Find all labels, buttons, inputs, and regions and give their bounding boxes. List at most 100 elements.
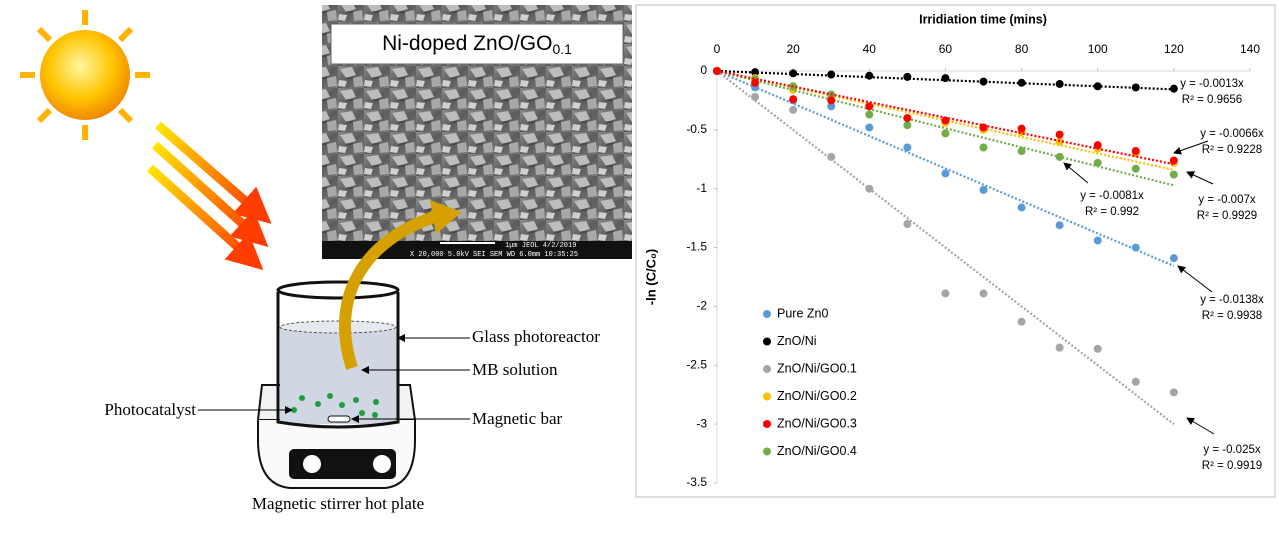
y-axis-title: -ln (C/C₀) [643, 249, 658, 305]
legend-label: ZnO/Ni/GO0.3 [777, 416, 857, 430]
data-point [827, 70, 836, 79]
data-point [1017, 78, 1026, 87]
light-rays [146, 121, 272, 271]
annotation-arrow [1063, 162, 1089, 184]
data-point [1055, 130, 1064, 139]
link-arrow-head [430, 200, 462, 234]
legend-label: ZnO/Ni/GO0.4 [777, 444, 857, 458]
data-point [751, 78, 760, 87]
data-point [1093, 236, 1102, 245]
x-tick-label: 80 [1015, 42, 1029, 56]
data-point [941, 169, 950, 178]
data-point [979, 77, 988, 86]
legend-swatch [763, 365, 771, 373]
trend-equation: y = -0.007x [1198, 194, 1255, 206]
sem-scale-bottom: X 20,000 5.0kV SEI SEM WD 6.0mm 10:35:25 [410, 251, 578, 259]
trend-r2: R² = 0.9656 [1182, 94, 1242, 106]
data-point [1131, 377, 1140, 386]
data-point [1093, 344, 1102, 353]
data-point [1131, 164, 1140, 173]
data-point [865, 123, 874, 132]
y-tick-label: -3 [696, 416, 707, 430]
data-point [827, 102, 836, 111]
trend-r2: R² = 0.992 [1085, 206, 1139, 218]
trend-equation: y = -0.0013x [1180, 78, 1244, 90]
y-tick-label: -1 [696, 181, 707, 195]
legend-label: ZnO/Ni [777, 334, 817, 348]
data-point [903, 121, 912, 130]
data-point [903, 72, 912, 81]
data-point [1093, 141, 1102, 150]
legend-swatch [763, 420, 771, 428]
data-point [1131, 243, 1140, 252]
sem-label-main: Ni-doped ZnO/GO [382, 32, 552, 55]
data-point [903, 220, 912, 229]
sem-scale-top: 1μm JEOL 4/2/2019 [505, 242, 576, 250]
data-point [1169, 156, 1178, 165]
data-point [713, 67, 721, 75]
data-point [1093, 158, 1102, 167]
x-tick-label: 20 [786, 42, 800, 56]
sem-image: 1μm JEOL 4/2/2019 X 20,000 5.0kV SEI SEM… [322, 5, 632, 259]
data-point [827, 152, 836, 161]
series [713, 67, 1178, 166]
trend-r2: R² = 0.9938 [1202, 310, 1262, 322]
trend-equation: y = -0.0081x [1080, 190, 1144, 202]
trend-equation: y = -0.0138x [1200, 294, 1264, 306]
data-point [979, 143, 988, 152]
sem-label: Ni-doped ZnO/GO0.1 [382, 32, 572, 57]
x-tick-label: 140 [1240, 42, 1260, 56]
data-point [1131, 147, 1140, 156]
data-point [751, 92, 760, 101]
data-point [979, 123, 988, 132]
data-point [865, 110, 874, 119]
glass-label: Glass photoreactor [472, 327, 600, 346]
annotation-arrow [1186, 417, 1215, 435]
data-point [941, 289, 950, 298]
x-axis-title: Irridiation time (mins) [919, 12, 1047, 26]
data-point [979, 289, 988, 298]
trend-equation: y = -0.025x [1203, 444, 1260, 456]
trend-r2: R² = 0.9919 [1202, 460, 1262, 472]
data-point [979, 185, 988, 194]
x-tick-label: 40 [863, 42, 877, 56]
data-point [1017, 317, 1026, 326]
data-point [865, 102, 874, 111]
data-point [1055, 343, 1064, 352]
data-point [941, 116, 950, 125]
trend-r2: R² = 0.9929 [1197, 210, 1257, 222]
legend-swatch [763, 337, 771, 346]
annotation-arrow [1177, 265, 1213, 293]
data-point [941, 74, 950, 83]
y-tick-label: -0.5 [686, 122, 707, 136]
y-tick-label: -2.5 [686, 357, 707, 371]
data-point [865, 71, 874, 80]
data-point [827, 96, 836, 105]
data-point [941, 129, 950, 138]
data-point [1055, 152, 1064, 161]
data-point [1017, 203, 1026, 212]
trend-line [716, 70, 1175, 426]
data-point [1055, 79, 1064, 88]
data-point [1055, 221, 1064, 230]
x-tick-label: 60 [939, 42, 953, 56]
link-arrow [339, 209, 442, 370]
series [713, 67, 1178, 426]
catalyst-label: Photocatalyst [104, 400, 196, 419]
chart-frame [635, 4, 1276, 498]
annotation-arrow [1186, 171, 1214, 185]
x-tick-label: 120 [1164, 42, 1184, 56]
sem-label-sub: 0.1 [552, 41, 572, 57]
legend-label: Pure Zn0 [777, 306, 828, 320]
data-point [789, 105, 798, 114]
data-point [751, 68, 760, 77]
bar-label: Magnetic bar [472, 409, 562, 428]
data-point [903, 114, 912, 123]
sun-icon [20, 10, 150, 140]
data-point [1169, 254, 1178, 263]
y-tick-label: -1.5 [686, 240, 707, 254]
legend-label: ZnO/Ni/GO0.1 [777, 361, 857, 375]
legend-swatch [763, 447, 771, 456]
